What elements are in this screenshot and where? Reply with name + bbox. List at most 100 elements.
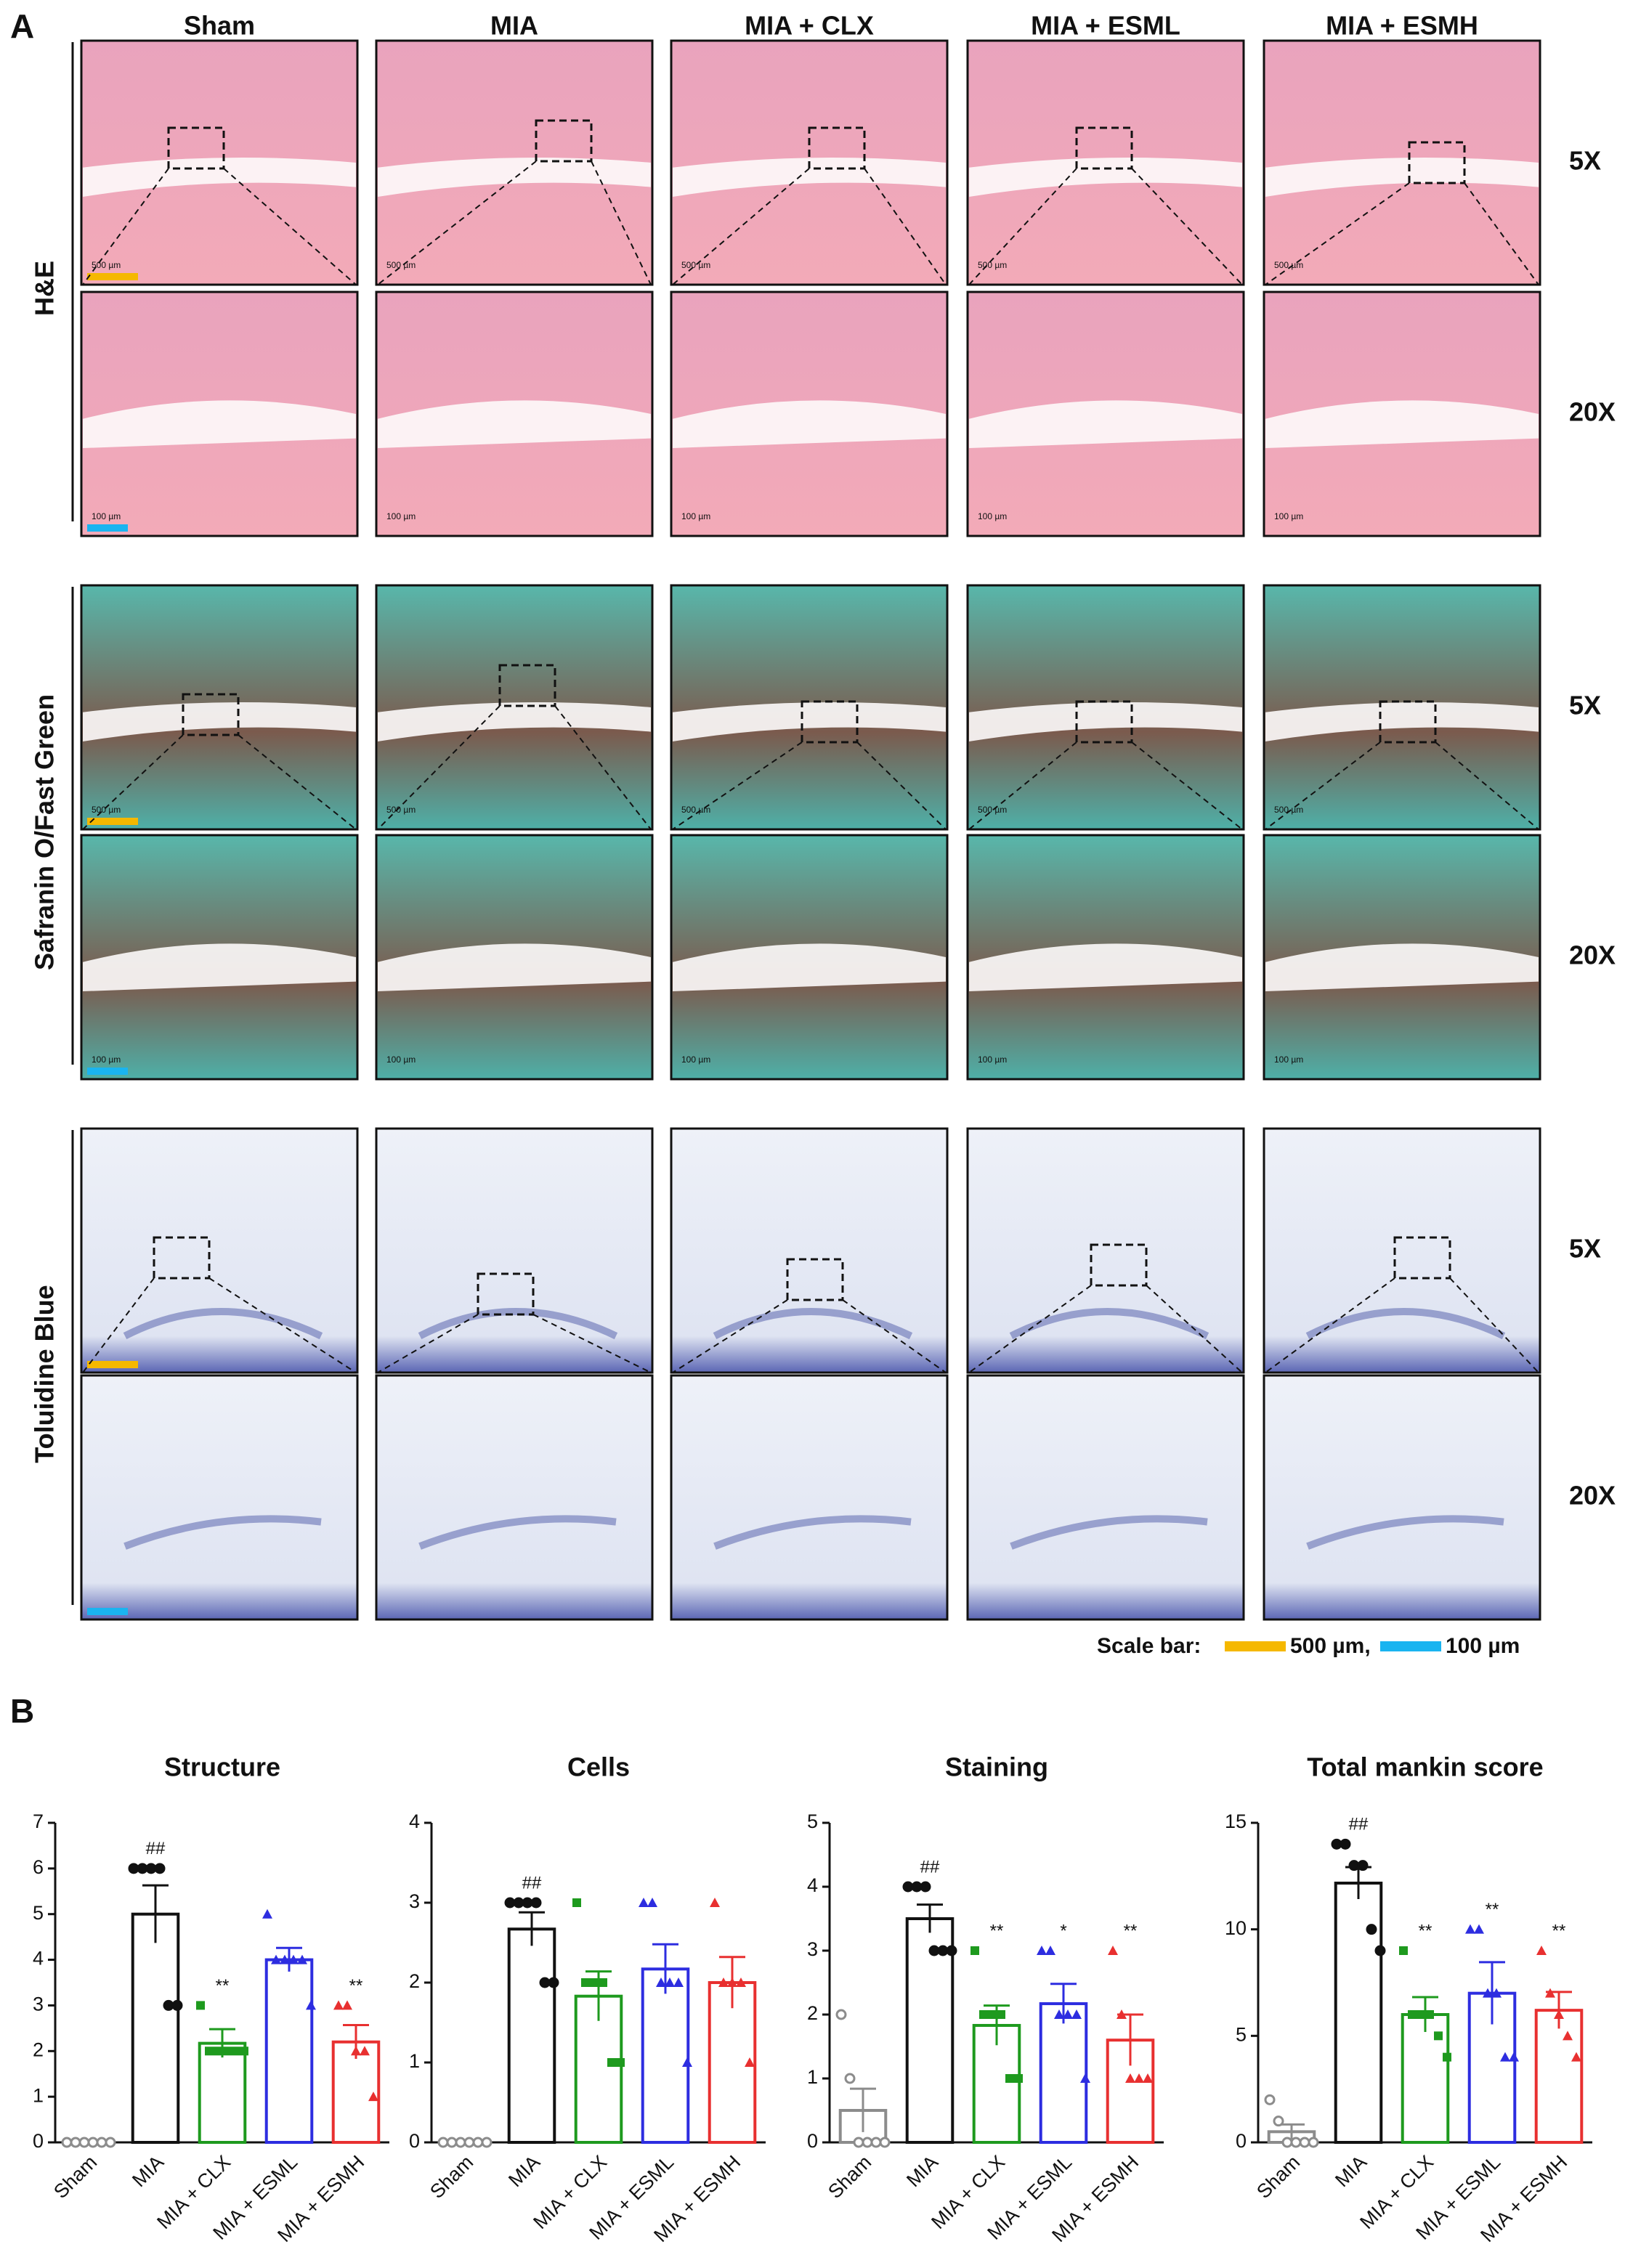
data-point (673, 1978, 684, 1987)
joint-space (83, 943, 356, 992)
significance-label: ## (146, 1839, 166, 1858)
joint-space (1265, 158, 1539, 198)
stain-label: Toluidine Blue (30, 1285, 60, 1463)
tissue (1009, 1308, 1209, 1340)
image-scale-label: 500 µm (386, 260, 416, 270)
data-point (342, 2000, 352, 2010)
x-tick-label: Sham (49, 2151, 101, 2203)
joint-space (969, 943, 1242, 992)
data-point (1408, 2010, 1417, 2019)
zoom-line (672, 1299, 788, 1373)
data-point (231, 2047, 240, 2056)
data-point (997, 2010, 1005, 2019)
zoom-line (591, 160, 652, 285)
significance-label: ** (216, 1976, 230, 1996)
data-point (504, 1897, 516, 1909)
y-tick-label: 0 (33, 2130, 44, 2152)
zoom-line (223, 168, 357, 285)
scale-bar (87, 1068, 128, 1075)
joint-space (673, 702, 946, 742)
zoom-box (1075, 700, 1133, 744)
data-point (979, 2010, 988, 2019)
zoom-box (477, 1272, 535, 1316)
stain-label: Safranin O/Fast Green (30, 694, 60, 970)
data-point (1045, 1946, 1055, 1955)
joint-space (673, 943, 946, 992)
zoom-line (1131, 168, 1243, 285)
data-point (1417, 2010, 1425, 2019)
micrograph (966, 1374, 1245, 1621)
x-tick-label: MIA (128, 2151, 168, 2191)
error-bar (1050, 1983, 1077, 2024)
panel-label: A (10, 7, 34, 45)
tissue (1010, 1515, 1208, 1550)
micrograph (1263, 1127, 1541, 1374)
data-point (1536, 1946, 1547, 1955)
x-tick-label: Sham (1252, 2151, 1304, 2203)
zoom-box (786, 1258, 844, 1301)
data-point (572, 1898, 581, 1907)
y-tick-label: 3 (807, 1938, 818, 1960)
data-point (280, 1954, 290, 1964)
joint-space (378, 702, 651, 742)
error-bar (917, 1903, 943, 1933)
data-point (665, 1978, 675, 1987)
zoom-line (377, 160, 537, 285)
tissue (123, 1515, 322, 1550)
data-point (288, 1954, 299, 1964)
zoom-box (808, 126, 866, 170)
scale-bar (87, 524, 128, 532)
zoom-box (1090, 1243, 1148, 1287)
zoom-box (498, 664, 556, 707)
scale-bar-swatch (1225, 1641, 1286, 1651)
data-point (222, 2047, 231, 2056)
data-point (368, 2092, 378, 2102)
joint-space (378, 400, 651, 449)
significance-label: ** (1124, 1921, 1138, 1940)
joint-space (673, 400, 946, 449)
data-point (928, 1945, 940, 1956)
data-point (835, 2009, 847, 2020)
zoom-box (535, 119, 593, 163)
tissue (418, 1515, 617, 1550)
column-header: Sham (184, 11, 255, 41)
scale-bar-label: 100 µm (1446, 1634, 1520, 1658)
data-point (240, 2047, 248, 2056)
joint-space (378, 943, 651, 992)
magnification-label: 20X (1569, 397, 1616, 427)
data-point (171, 1999, 183, 2011)
data-point (946, 1945, 957, 1956)
image-scale-label: 500 µm (92, 260, 121, 270)
joint-space (969, 158, 1242, 198)
zoom-line (856, 741, 947, 830)
image-scale-label: 500 µm (978, 260, 1007, 270)
data-point (472, 2137, 484, 2148)
data-point (1037, 1946, 1047, 1955)
data-point (137, 1863, 148, 1874)
chart-title: Total mankin score (1307, 1752, 1543, 1782)
data-point (902, 1881, 914, 1893)
x-tick-label: MIA (1331, 2151, 1371, 2191)
zoom-line (1464, 182, 1539, 285)
joint-space (673, 158, 946, 198)
micrograph (670, 1374, 949, 1621)
data-point (656, 1978, 666, 1987)
scale-bar (87, 273, 138, 280)
x-tick-label: Sham (426, 2151, 477, 2203)
bar (1334, 1882, 1383, 2145)
data-point (1571, 2052, 1581, 2062)
data-point (205, 2047, 214, 2056)
data-point (1063, 2009, 1073, 2019)
zoom-line (82, 734, 184, 830)
zoom-line (82, 168, 169, 285)
data-point (745, 2057, 755, 2067)
magnification-label: 5X (1569, 691, 1601, 720)
joint-space (1265, 943, 1539, 992)
zoom-box (1075, 126, 1133, 170)
image-scale-label: 100 µm (681, 511, 710, 521)
y-tick-label: 2 (409, 1970, 420, 1992)
tissue (713, 1515, 912, 1550)
column-header: MIA + ESMH (1326, 11, 1478, 41)
data-point (599, 1978, 607, 1987)
